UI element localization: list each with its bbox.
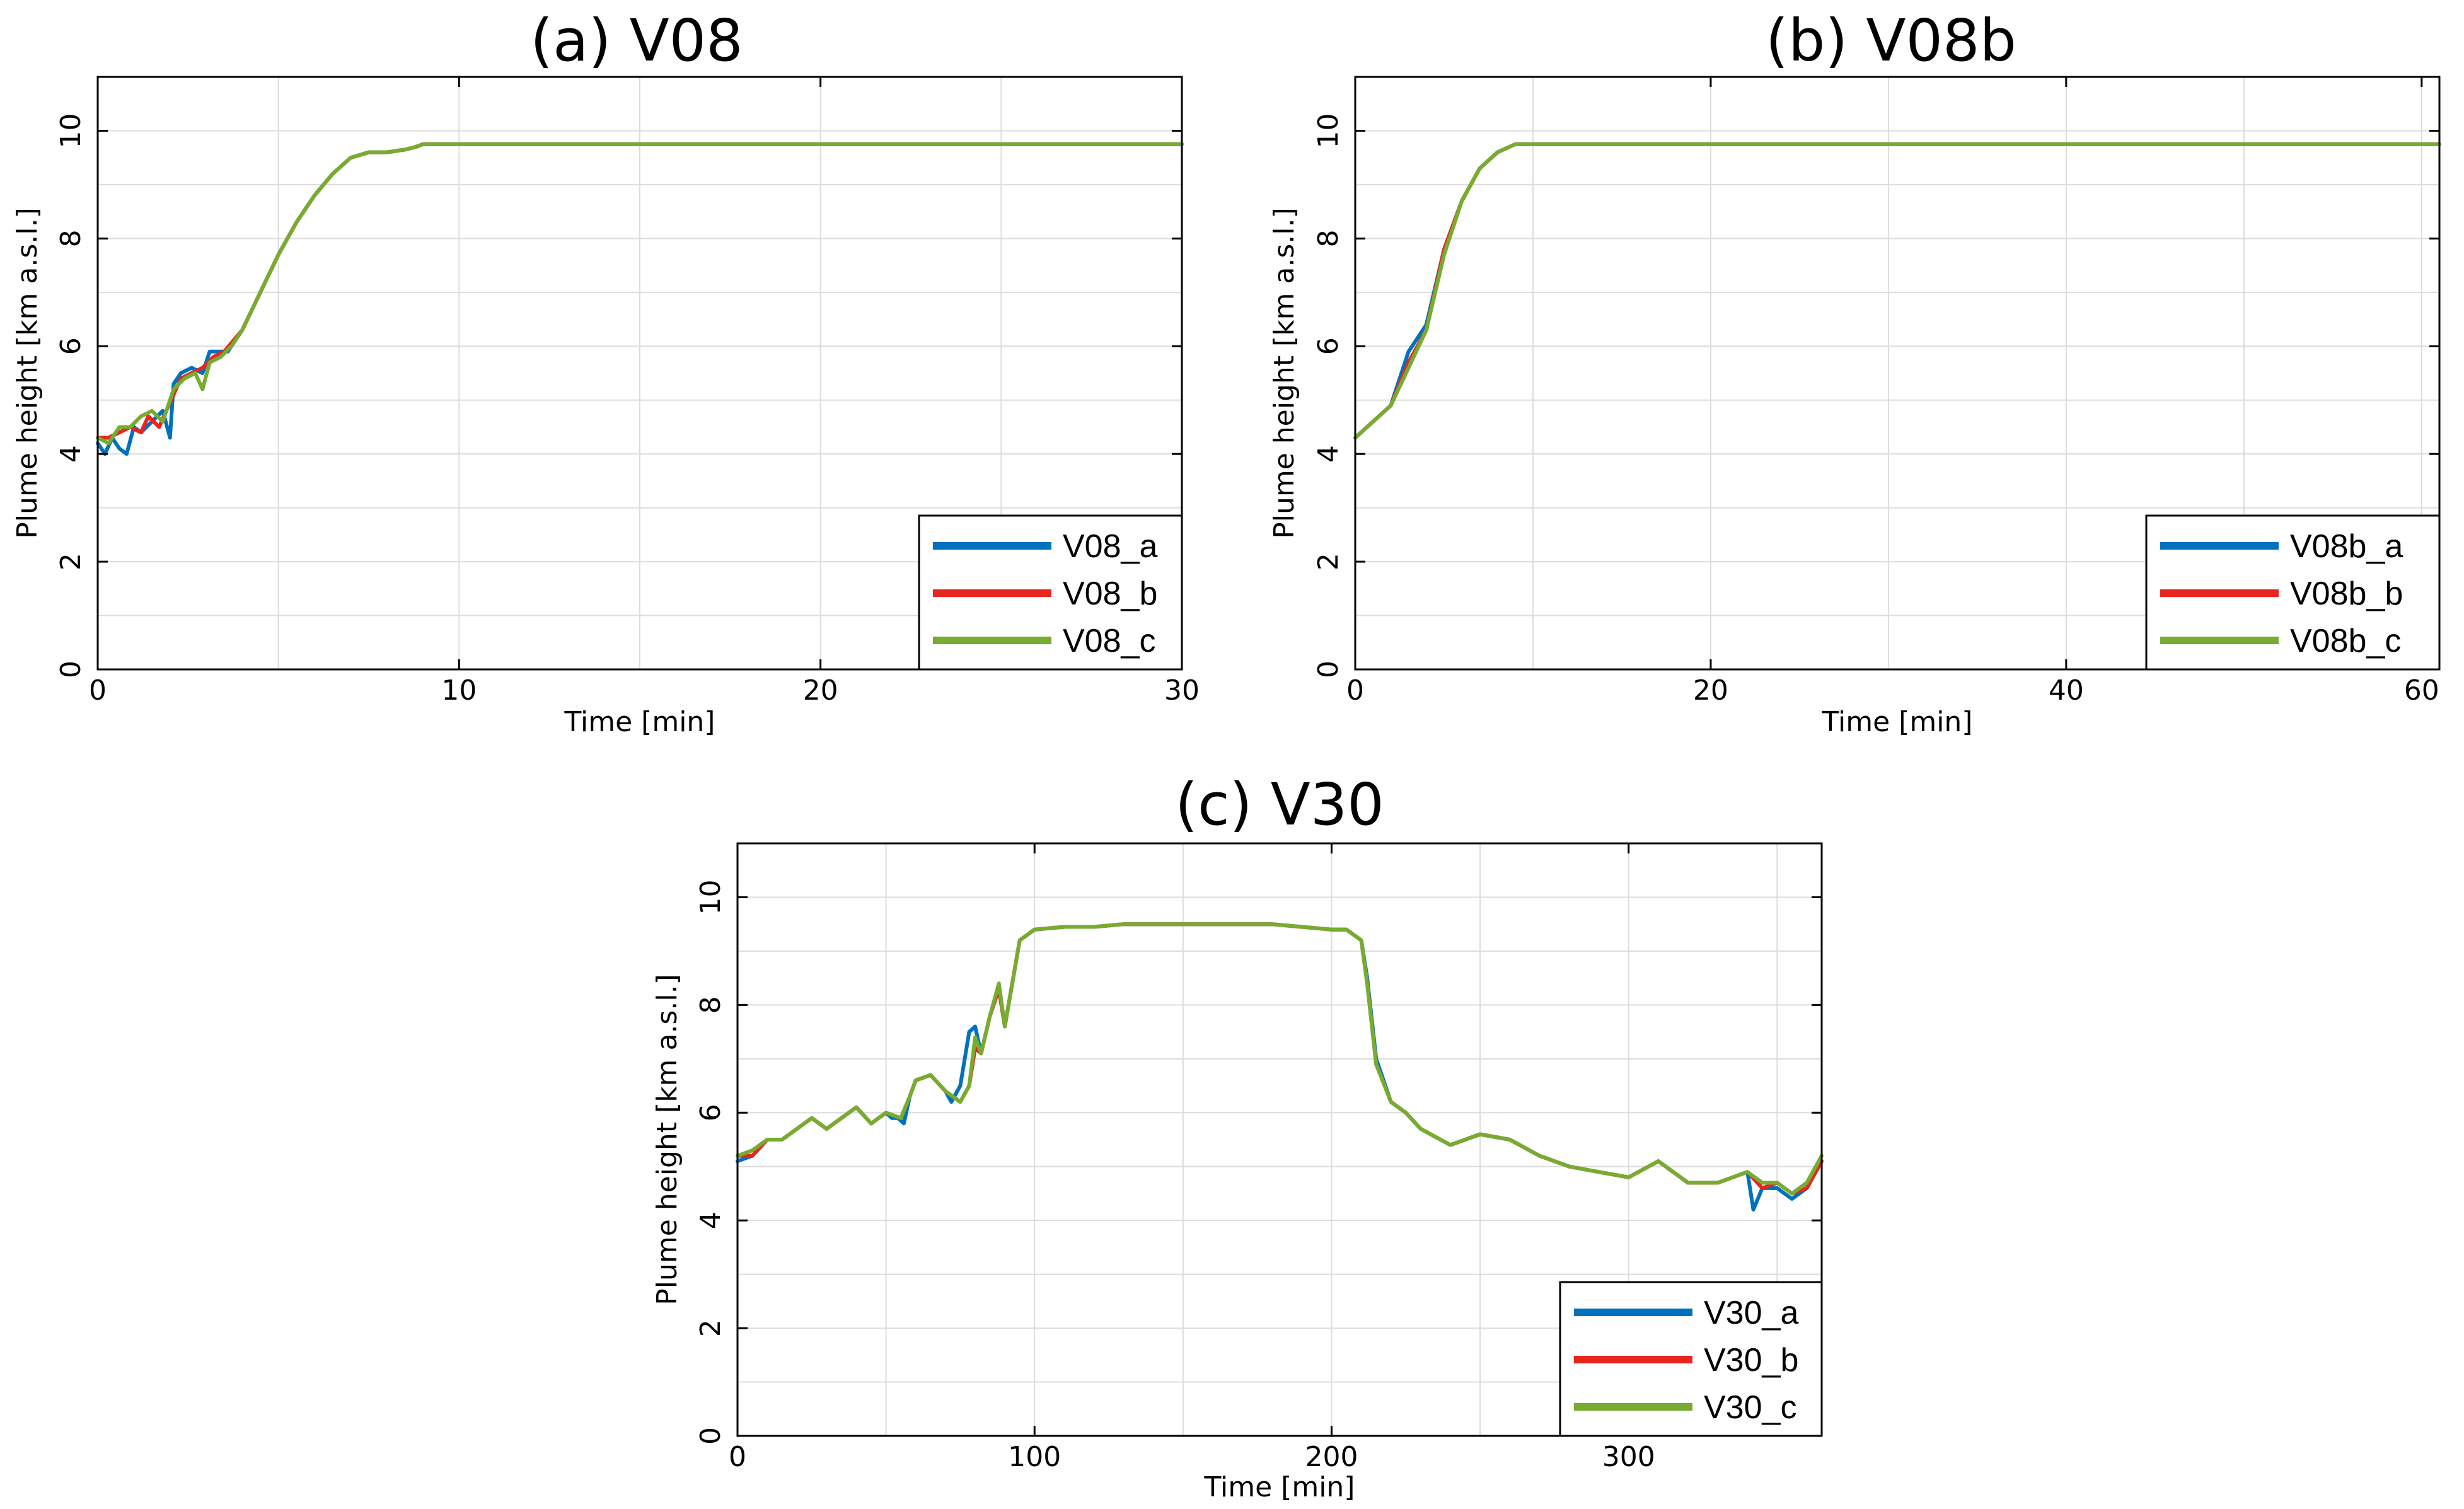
y-tick-label: 0 <box>695 1427 727 1445</box>
axes-frame <box>1354 76 2441 671</box>
axes-frame <box>96 76 1183 671</box>
y-axis-label: Plume height [km a.s.l.] <box>11 207 43 539</box>
x-axis-label: Time [min] <box>1822 706 1973 738</box>
x-tick-label: 0 <box>1346 674 1364 707</box>
legend-label-c: V08b_c <box>2290 623 2401 659</box>
y-tick-label: 10 <box>55 113 87 148</box>
y-tick-label: 6 <box>1312 337 1345 355</box>
y-tick-label: 4 <box>695 1211 727 1229</box>
y-tick-label: 6 <box>695 1104 727 1121</box>
x-axis-label: Time [min] <box>564 706 715 738</box>
y-tick-label: 10 <box>1312 113 1345 148</box>
x-tick-label: 100 <box>1008 1441 1061 1473</box>
legend-label-b: V08b_b <box>2290 575 2403 612</box>
y-tick-label: 10 <box>695 879 727 915</box>
y-tick-label: 8 <box>695 996 727 1014</box>
y-tick-label: 4 <box>1312 445 1345 463</box>
legend-label-c: V08_c <box>1063 623 1155 659</box>
x-tick-label: 200 <box>1305 1441 1358 1473</box>
legend-label-a: V08_a <box>1063 528 1157 565</box>
x-tick-label: 10 <box>441 674 477 707</box>
chart-title: (b) V08b <box>1766 7 2016 74</box>
x-tick-label: 40 <box>2049 674 2084 707</box>
y-tick-label: 8 <box>55 229 87 247</box>
x-tick-label: 30 <box>1164 674 1200 707</box>
axes-frame <box>736 842 1823 1437</box>
y-axis-label: Plume height [km a.s.l.] <box>1268 207 1300 539</box>
y-tick-label: 0 <box>1312 661 1345 678</box>
x-tick-label: 20 <box>803 674 838 707</box>
series-line-c <box>96 142 1184 446</box>
legend-label-a: V30_a <box>1704 1295 1798 1331</box>
x-tick-label: 60 <box>2404 674 2439 707</box>
series-line-c <box>736 922 1824 1196</box>
legend-label-b: V08_b <box>1063 575 1157 612</box>
chart-panel-2: 0 100 200 300 0 2 4 6 8 10 (c) V30 Time [min] Plume … <box>651 771 1824 1503</box>
legend-label-c: V30_c <box>1704 1389 1796 1426</box>
chart-panel-1: 0 20 40 60 0 2 4 6 8 10 (b) V08b Time [min] Plume he… <box>1268 7 2441 738</box>
y-tick-label: 8 <box>1312 229 1345 247</box>
y-tick-label: 0 <box>55 661 87 678</box>
chart-title: (c) V30 <box>1175 771 1384 838</box>
x-tick-label: 0 <box>89 674 107 707</box>
chart-title: (a) V08 <box>530 7 743 74</box>
y-tick-label: 2 <box>1312 553 1345 570</box>
y-axis-label: Plume height [km a.s.l.] <box>651 974 683 1305</box>
y-tick-label: 6 <box>55 337 87 355</box>
y-tick-label: 2 <box>695 1319 727 1337</box>
y-tick-label: 2 <box>55 553 87 570</box>
y-tick-label: 4 <box>55 445 87 463</box>
x-tick-label: 300 <box>1602 1441 1655 1473</box>
x-tick-label: 0 <box>729 1441 746 1473</box>
legend-label-a: V08b_a <box>2290 528 2403 565</box>
x-tick-label: 20 <box>1693 674 1728 707</box>
chart-panel-0: 0 10 20 30 0 2 4 6 8 10 (a) V08 Time [min] Plume hei… <box>11 7 1200 738</box>
series-line-c <box>1353 142 2441 440</box>
legend-label-b: V30_b <box>1704 1342 1798 1379</box>
x-axis-label: Time [min] <box>1204 1471 1355 1503</box>
